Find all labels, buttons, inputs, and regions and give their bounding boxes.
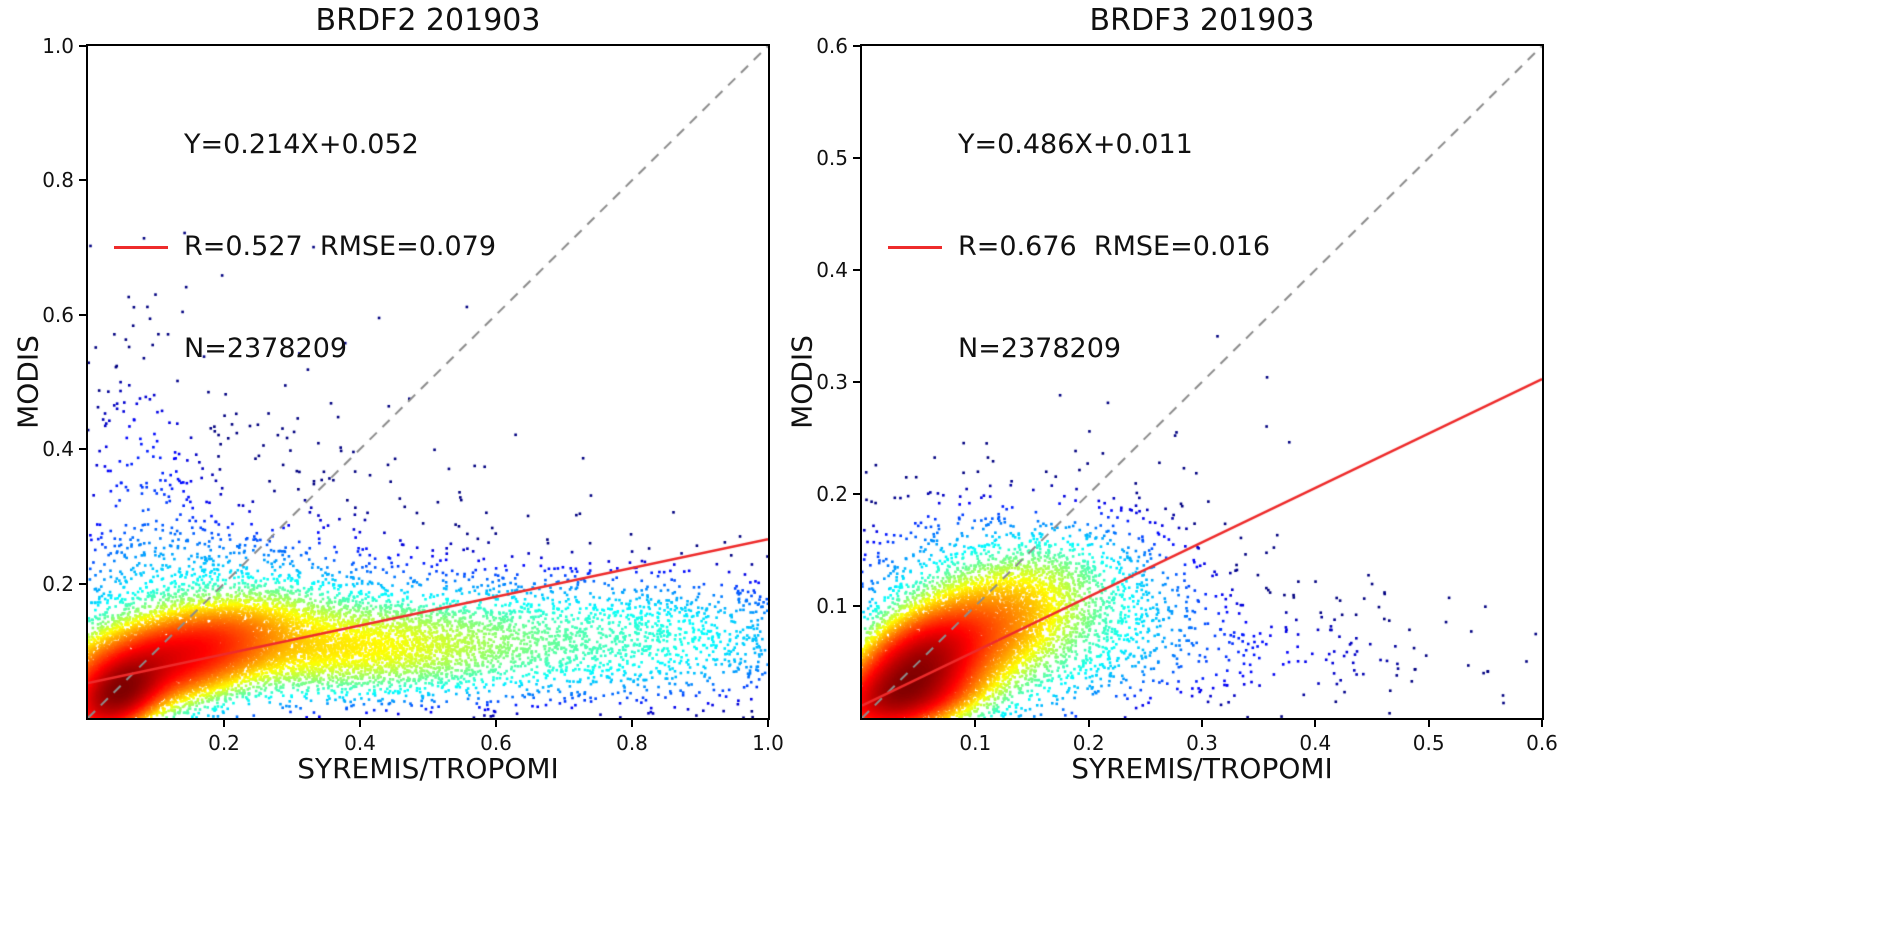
y-tick-label: 0.5 (816, 146, 848, 170)
axes-area: Y=0.486X+0.011 R=0.676 RMSE=0.016 N=2378… (860, 44, 1544, 720)
y-tick-label: 0.2 (42, 571, 74, 596)
y-tick-label: 0.6 (816, 34, 848, 58)
y-tick-mark (853, 45, 860, 47)
y-tick-label: 0.3 (816, 370, 848, 394)
x-tick-mark (631, 720, 633, 727)
x-tick-mark (495, 720, 497, 727)
x-tick-mark (1541, 720, 1543, 727)
fit-line-legend-key (888, 245, 942, 249)
y-axis-label: MODIS (785, 335, 819, 429)
subplot-brdf2: BRDF2 201903 MODIS SYREMIS/TROPOMI Y=0.2… (12, 3, 784, 785)
x-tick-mark (1314, 720, 1317, 727)
y-tick-mark (79, 179, 86, 182)
x-tick-label: 0.6 (1526, 731, 1558, 755)
y-tick-label: 0.4 (816, 258, 848, 282)
legend: Y=0.214X+0.052 R=0.527 RMSE=0.079 N=2378… (114, 60, 496, 434)
subplot-brdf3: BRDF3 201903 MODIS SYREMIS/TROPOMI Y=0.4… (786, 3, 1558, 785)
x-tick-mark (1427, 720, 1430, 727)
axes-area: Y=0.214X+0.052 R=0.527 RMSE=0.079 N=2378… (86, 44, 770, 720)
y-tick-label: 0.6 (42, 302, 74, 327)
y-tick-mark (79, 45, 86, 47)
y-tick-mark (853, 269, 860, 271)
fit-equation: Y=0.214X+0.052 (184, 129, 419, 160)
fit-line-legend-key (114, 245, 168, 249)
x-axis-label: SYREMIS/TROPOMI (1071, 752, 1333, 785)
sample-count: N=2378209 (958, 333, 1122, 364)
density-scatter-canvas (862, 46, 1542, 718)
x-tick-label: 0.1 (959, 731, 992, 755)
x-tick-label: 0.3 (1186, 731, 1218, 755)
legend-text: Y=0.214X+0.052 R=0.527 RMSE=0.079 N=2378… (184, 60, 496, 434)
y-tick-mark (79, 313, 86, 316)
legend-text: Y=0.486X+0.011 R=0.676 RMSE=0.016 N=2378… (958, 60, 1270, 434)
y-tick-label: 0.4 (42, 437, 74, 462)
plot-title: BRDF3 201903 (1089, 3, 1315, 38)
fit-statistics: R=0.676 RMSE=0.016 (958, 231, 1271, 262)
y-tick-label: 0.8 (42, 168, 74, 193)
y-tick-mark (853, 381, 860, 383)
x-tick-mark (359, 720, 361, 727)
sample-count: N=2378209 (184, 333, 348, 364)
y-tick-mark (853, 157, 860, 159)
x-tick-label: 0.2 (208, 731, 240, 755)
x-tick-label: 0.4 (1299, 731, 1332, 755)
x-tick-label: 0.6 (480, 731, 512, 755)
x-tick-mark (1087, 720, 1090, 727)
y-tick-label: 0.2 (816, 482, 848, 506)
legend: Y=0.486X+0.011 R=0.676 RMSE=0.016 N=2378… (888, 60, 1270, 434)
density-scatter-canvas (88, 46, 768, 718)
fit-statistics: R=0.527 RMSE=0.079 (184, 231, 497, 262)
y-tick-label: 0.1 (816, 594, 848, 618)
y-tick-mark (79, 582, 86, 585)
x-tick-mark (767, 720, 769, 727)
fit-equation: Y=0.486X+0.011 (958, 129, 1193, 160)
x-tick-label: 0.5 (1412, 731, 1445, 755)
x-axis-label: SYREMIS/TROPOMI (297, 752, 559, 785)
x-tick-label: 0.4 (344, 731, 376, 755)
x-tick-label: 0.8 (616, 731, 648, 755)
y-tick-mark (853, 493, 860, 495)
x-tick-label: 1.0 (752, 731, 784, 755)
y-tick-mark (79, 448, 86, 451)
x-tick-mark (974, 720, 977, 727)
x-tick-label: 0.2 (1072, 731, 1105, 755)
plot-title: BRDF2 201903 (315, 3, 541, 38)
x-tick-mark (1201, 720, 1203, 727)
y-tick-mark (853, 605, 860, 607)
x-tick-mark (223, 720, 225, 727)
y-axis-label: MODIS (11, 335, 45, 429)
y-tick-label: 1.0 (42, 34, 74, 58)
